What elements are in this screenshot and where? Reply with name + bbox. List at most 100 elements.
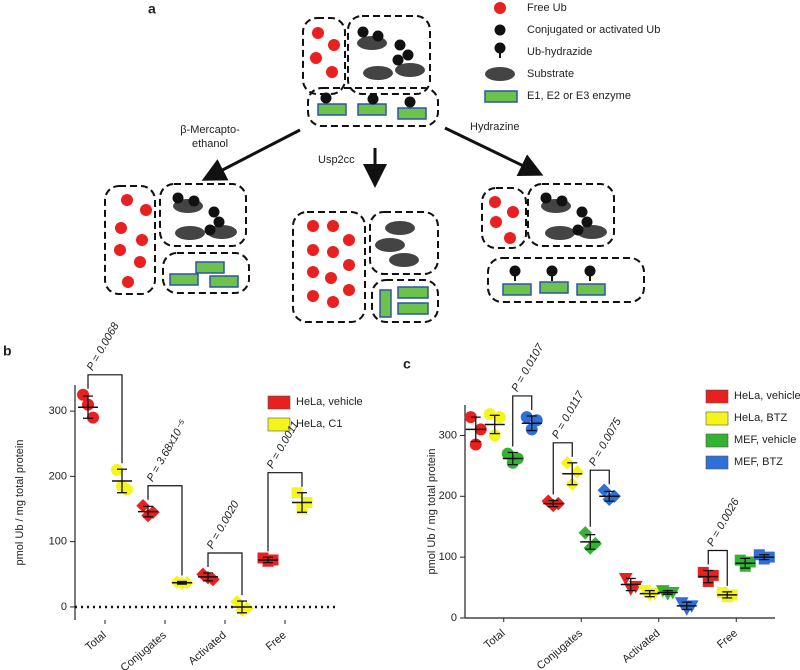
y-axis-label: pmol Ub / mg total protein	[426, 449, 438, 575]
free-ub	[507, 206, 519, 218]
y-tick-label: 200	[439, 490, 457, 502]
legend-swatch	[705, 389, 729, 404]
conjugated-ub	[213, 216, 225, 228]
conjugated-ub	[172, 192, 184, 204]
dashed-box	[104, 185, 156, 295]
panel-label: b	[3, 343, 12, 359]
free-ub	[490, 216, 502, 228]
conjugated-ub	[404, 96, 416, 108]
legend-label: Free Ub	[527, 2, 567, 14]
conjugated-ub	[540, 192, 552, 204]
free-ub	[325, 272, 337, 284]
enzyme	[209, 275, 239, 288]
enzyme	[576, 283, 606, 296]
dashed-box	[159, 183, 247, 247]
conjugated-ub	[556, 195, 568, 207]
ub-hydrazide	[546, 265, 558, 277]
data-point	[111, 463, 123, 476]
enzyme	[397, 286, 429, 299]
x-tick-label: Free	[715, 627, 740, 651]
free-ub	[140, 204, 152, 216]
dashed-box	[162, 252, 250, 294]
free-ub	[489, 196, 501, 208]
arrow	[444, 126, 544, 176]
enzyme	[484, 90, 518, 103]
conjugated-ub	[402, 49, 414, 61]
substrate	[375, 238, 405, 252]
substrate	[485, 67, 515, 81]
dashed-box	[527, 183, 615, 247]
y-tick-label: 200	[49, 470, 67, 482]
legend-label: Ub-hydrazide	[527, 46, 592, 58]
free-ub	[328, 39, 340, 51]
free-ub	[114, 244, 126, 256]
panel-label: a	[148, 1, 156, 17]
x-tick-label: Total	[83, 629, 109, 653]
free-ub	[310, 52, 322, 64]
significance-bracket	[512, 395, 533, 447]
ub-hydrazide	[494, 42, 506, 54]
free-ub	[136, 234, 148, 246]
conjugated-ub	[367, 93, 379, 105]
conjugated-ub	[320, 92, 332, 104]
legend-label: Conjugated or activated Ub	[527, 24, 660, 36]
y-tick-label: 300	[439, 429, 457, 441]
significance-bracket	[589, 469, 610, 527]
conjugated-ub	[581, 216, 593, 228]
y-tick-label: 300	[49, 405, 67, 417]
data-point	[570, 465, 584, 479]
data-point	[493, 411, 506, 424]
free-ub	[327, 220, 339, 232]
y-tick-label: 100	[49, 536, 67, 548]
legend-swatch	[267, 395, 291, 410]
y-tick-label: 0	[451, 612, 457, 624]
p-value: P = 0.0026	[705, 496, 742, 549]
data-point	[578, 526, 592, 540]
p-value: P = 0.0075	[587, 415, 624, 468]
legend-label: HeLa, BTZ	[734, 412, 787, 424]
enzyme	[379, 289, 392, 318]
data-point	[520, 411, 533, 424]
enzyme	[397, 302, 429, 315]
x-tick-label: Conjugates	[118, 629, 169, 670]
legend-swatch	[705, 433, 729, 448]
data-point	[87, 411, 99, 424]
y-tick-label: 100	[439, 551, 457, 563]
free-ub	[307, 244, 319, 256]
panel-label: c	[403, 356, 411, 372]
free-ub	[326, 66, 338, 78]
x-tick-label: Activated	[620, 627, 662, 665]
free-ub	[327, 246, 339, 258]
data-point	[230, 595, 244, 609]
enzyme	[169, 273, 199, 286]
chart: c pmol Ub / mg total protein 0 100 200 300 Tot…	[403, 341, 800, 670]
arrow-label: ethanol	[192, 138, 228, 150]
free-ub	[312, 27, 324, 39]
significance-bracket	[207, 552, 243, 596]
conjugated-ub	[394, 39, 406, 51]
x-tick-label: Activated	[186, 629, 228, 667]
arrow-label: β-Mercapto-	[180, 124, 240, 136]
conjugated-ub	[208, 206, 220, 218]
free-ub	[121, 194, 133, 206]
p-value: P = 3.68x10⁻⁵	[145, 418, 190, 484]
enzyme	[502, 283, 532, 296]
significance-bracket	[707, 549, 728, 586]
p-value: P = 0.0068	[85, 320, 122, 373]
x-tick-label: Free	[264, 629, 289, 653]
legend-swatch	[705, 411, 729, 426]
data-point	[674, 597, 689, 610]
conjugated-ub	[494, 24, 506, 36]
free-ub	[122, 276, 134, 288]
substrate	[577, 225, 607, 239]
legend-label: MEF, vehicle	[734, 434, 796, 446]
legend-swatch	[705, 455, 729, 470]
significance-bracket	[147, 485, 183, 576]
legend-label: HeLa, vehicle	[296, 396, 363, 408]
arrow	[201, 128, 301, 181]
data-point	[77, 388, 89, 401]
conjugated-ub	[576, 206, 588, 218]
x-tick-label: Conjugates	[535, 627, 586, 670]
legend-label: MEF, BTZ	[734, 456, 783, 468]
